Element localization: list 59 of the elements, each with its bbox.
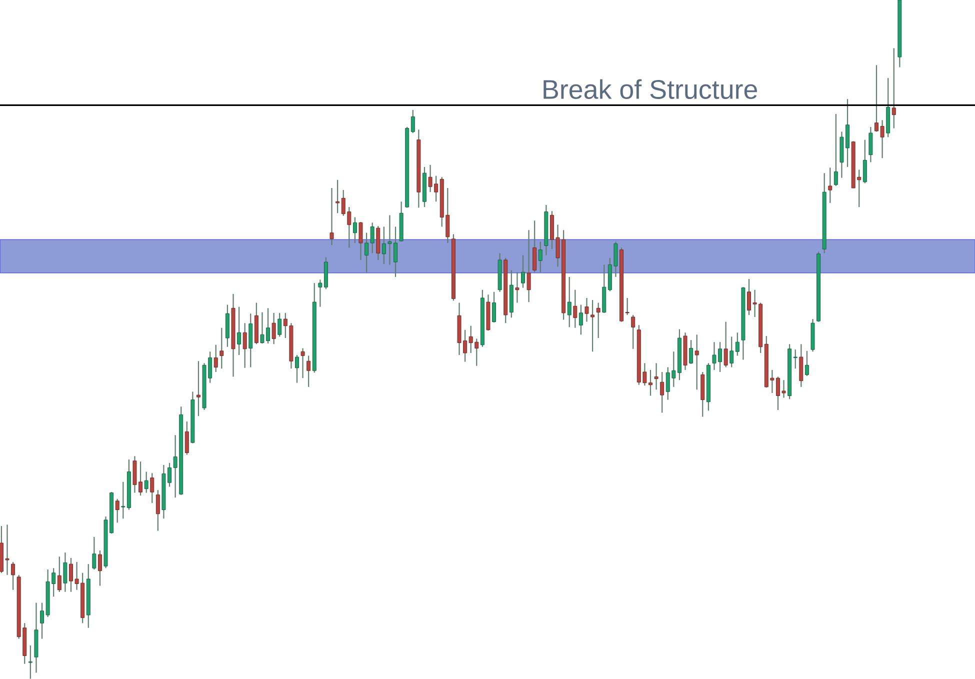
candlestick — [799, 343, 804, 388]
candlestick — [532, 220, 537, 273]
candlestick — [868, 126, 873, 163]
candlestick — [567, 276, 572, 328]
candlestick — [306, 354, 311, 388]
candlestick — [336, 179, 340, 214]
ref-line-label: Break of Structure — [544, 79, 758, 99]
candlestick — [57, 556, 62, 592]
candlestick — [295, 354, 299, 384]
candlestick — [724, 321, 728, 368]
candlestick — [318, 278, 322, 308]
candlestick — [115, 498, 120, 524]
candlestick — [63, 552, 68, 592]
candlestick — [184, 420, 189, 456]
candlestick — [526, 229, 531, 302]
candlestick — [892, 47, 896, 129]
candlestick — [410, 109, 415, 134]
candlestick — [804, 350, 809, 376]
candlestick — [220, 327, 224, 369]
candlestick — [631, 314, 636, 350]
candlestick — [590, 299, 595, 352]
candlestick — [370, 222, 374, 254]
candlestick — [694, 334, 699, 390]
candlestick — [330, 187, 334, 246]
candlestick — [278, 312, 282, 338]
candlestick — [828, 166, 832, 204]
candlestick — [214, 344, 218, 372]
candlestick — [196, 360, 200, 416]
candlestick — [660, 371, 664, 414]
candlestick — [515, 271, 520, 304]
candlestick — [735, 332, 740, 356]
candlestick — [98, 550, 102, 586]
candlestick — [730, 336, 734, 368]
candlestick — [793, 348, 798, 369]
candlestick — [11, 561, 16, 590]
candlestick — [689, 339, 694, 364]
candlestick — [538, 240, 542, 273]
candlestick — [862, 139, 867, 184]
candlestick — [28, 644, 32, 679]
candlestick — [573, 289, 578, 328]
candlestick — [352, 216, 357, 244]
candlestick — [654, 362, 658, 390]
candlestick — [521, 254, 525, 288]
candlestick — [358, 221, 363, 260]
candlestick — [92, 536, 96, 570]
candlestick — [596, 302, 600, 338]
candlestick — [242, 322, 247, 368]
candlestick — [834, 113, 838, 186]
candlestick — [150, 472, 154, 504]
candlestick — [492, 291, 496, 323]
candlestick — [156, 489, 160, 532]
candlestick — [300, 348, 305, 378]
candlestick — [578, 304, 583, 336]
candlestick — [364, 232, 369, 273]
candlestick — [237, 306, 242, 356]
candlestick — [272, 312, 276, 345]
candlestick — [144, 471, 148, 494]
candlestick — [584, 297, 589, 322]
candlestick — [121, 481, 126, 519]
